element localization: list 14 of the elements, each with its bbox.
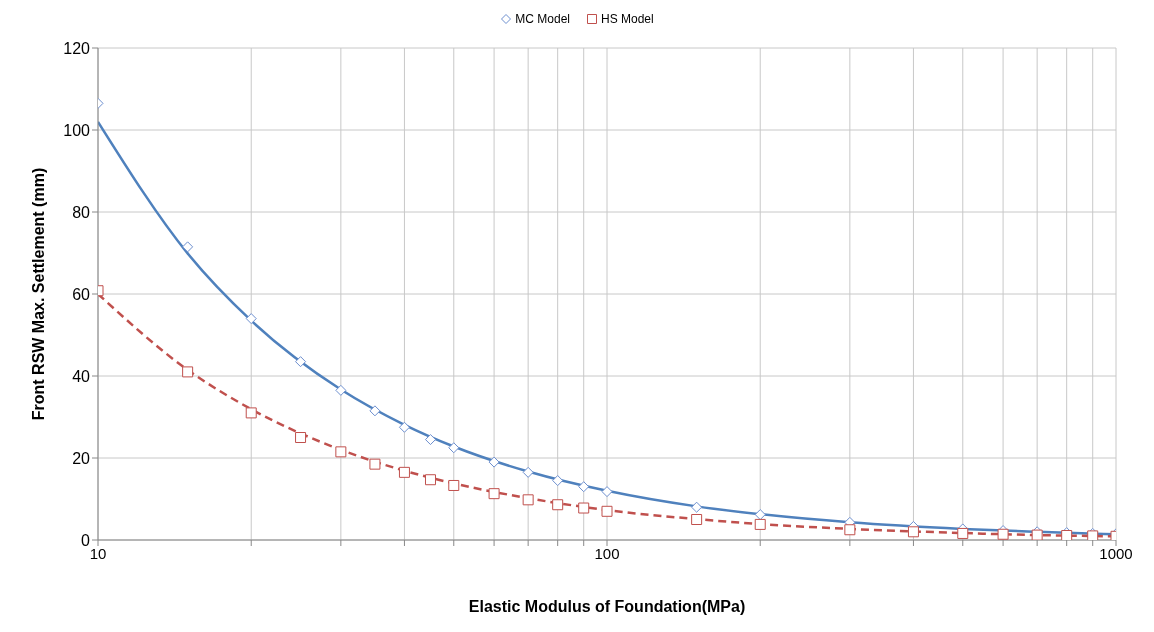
legend-label: HS Model — [601, 12, 654, 26]
y-tick-label: 40 — [72, 367, 91, 385]
y-axis-title: Front RSW Max. Settlement (mm) — [29, 167, 47, 421]
legend-label: MC Model — [515, 12, 570, 26]
y-tick-label: 60 — [72, 285, 91, 303]
y-tick-label: 20 — [72, 449, 91, 467]
y-tick-label: 80 — [72, 203, 91, 221]
y-tick-label: 0 — [81, 531, 91, 549]
x-tick-label: 1000 — [1099, 544, 1133, 562]
x-tick-label: 10 — [89, 544, 107, 562]
y-tick-label: 120 — [63, 39, 91, 57]
x-tick-label: 100 — [594, 544, 620, 562]
x-axis-title: Elastic Modulus of Foundation(MPa) — [468, 598, 746, 615]
y-tick-label: 100 — [63, 121, 91, 139]
